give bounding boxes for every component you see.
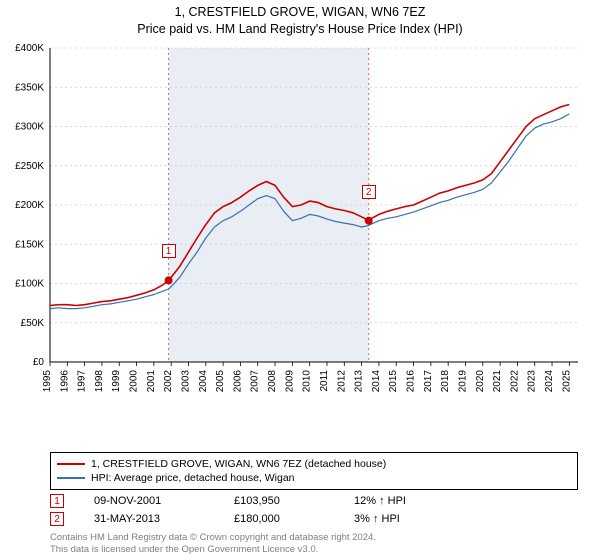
svg-text:2021: 2021	[492, 370, 503, 393]
svg-text:1999: 1999	[111, 370, 122, 393]
legend-swatch	[57, 477, 85, 479]
svg-text:2006: 2006	[232, 370, 243, 393]
svg-text:£200K: £200K	[15, 200, 44, 211]
transaction-row: 1 09-NOV-2001 £103,950 12% ↑ HPI	[50, 492, 578, 510]
footer-attribution: Contains HM Land Registry data © Crown c…	[50, 532, 376, 556]
svg-text:1998: 1998	[94, 370, 105, 393]
chart-svg: £0£50K£100K£150K£200K£250K£300K£350K£400…	[50, 48, 578, 406]
legend-label: HPI: Average price, detached house, Wiga…	[91, 472, 295, 484]
svg-text:£0: £0	[33, 357, 45, 368]
transaction-table: 1 09-NOV-2001 £103,950 12% ↑ HPI 2 31-MAY-201…	[50, 492, 578, 528]
footer-line-1: Contains HM Land Registry data © Crown c…	[50, 532, 376, 544]
svg-text:£150K: £150K	[15, 239, 44, 250]
svg-text:2004: 2004	[198, 370, 209, 393]
legend-swatch	[57, 463, 85, 465]
legend-label: 1, CRESTFIELD GROVE, WIGAN, WN6 7EZ (det…	[91, 458, 386, 470]
svg-text:2016: 2016	[406, 370, 417, 393]
svg-text:2008: 2008	[267, 370, 278, 393]
title-line-1: 1, CRESTFIELD GROVE, WIGAN, WN6 7EZ	[0, 4, 600, 21]
svg-text:2000: 2000	[129, 370, 140, 393]
title-line-2: Price paid vs. HM Land Registry's House …	[0, 21, 600, 38]
transaction-date: 31-MAY-2013	[94, 513, 204, 525]
svg-text:2015: 2015	[388, 370, 399, 393]
svg-text:2012: 2012	[336, 370, 347, 393]
svg-text:2011: 2011	[319, 370, 330, 392]
svg-text:2025: 2025	[561, 370, 572, 393]
svg-text:2022: 2022	[509, 370, 520, 393]
transaction-price: £103,950	[234, 495, 324, 507]
svg-text:2001: 2001	[146, 370, 157, 393]
svg-text:2017: 2017	[423, 370, 434, 393]
line-chart: £0£50K£100K£150K£200K£250K£300K£350K£400…	[50, 48, 578, 406]
svg-text:2018: 2018	[440, 370, 451, 393]
chart-legend: 1, CRESTFIELD GROVE, WIGAN, WN6 7EZ (det…	[50, 452, 578, 490]
svg-text:£250K: £250K	[15, 161, 44, 172]
svg-text:£350K: £350K	[15, 82, 44, 93]
svg-text:2023: 2023	[527, 370, 538, 393]
svg-text:£400K: £400K	[15, 43, 44, 54]
transaction-marker-icon: 1	[50, 494, 64, 508]
svg-text:£300K: £300K	[15, 122, 44, 133]
svg-text:£100K: £100K	[15, 279, 44, 290]
svg-text:£50K: £50K	[21, 318, 45, 329]
svg-text:2009: 2009	[284, 370, 295, 393]
svg-text:1997: 1997	[77, 370, 88, 393]
transaction-date: 09-NOV-2001	[94, 495, 204, 507]
svg-text:2007: 2007	[250, 370, 261, 393]
svg-text:2020: 2020	[475, 370, 486, 393]
transaction-row: 2 31-MAY-2013 £180,000 3% ↑ HPI	[50, 510, 578, 528]
legend-row: 1, CRESTFIELD GROVE, WIGAN, WN6 7EZ (det…	[57, 457, 571, 471]
svg-text:1995: 1995	[42, 370, 53, 393]
legend-row: HPI: Average price, detached house, Wiga…	[57, 471, 571, 485]
transaction-delta: 12% ↑ HPI	[354, 495, 406, 507]
svg-text:2014: 2014	[371, 370, 382, 393]
svg-text:2013: 2013	[354, 370, 365, 393]
svg-text:2019: 2019	[457, 370, 468, 393]
svg-text:2003: 2003	[180, 370, 191, 393]
transaction-marker-icon: 2	[50, 512, 64, 526]
svg-text:2010: 2010	[302, 370, 313, 393]
svg-text:1996: 1996	[59, 370, 70, 393]
transaction-delta: 3% ↑ HPI	[354, 513, 400, 525]
svg-text:2024: 2024	[544, 370, 555, 393]
svg-text:2002: 2002	[163, 370, 174, 393]
svg-text:2005: 2005	[215, 370, 226, 393]
footer-line-2: This data is licensed under the Open Gov…	[50, 544, 376, 556]
chart-marker-label: 2	[362, 185, 376, 199]
chart-marker-label: 1	[162, 244, 176, 258]
chart-title: 1, CRESTFIELD GROVE, WIGAN, WN6 7EZ Pric…	[0, 0, 600, 38]
transaction-price: £180,000	[234, 513, 324, 525]
